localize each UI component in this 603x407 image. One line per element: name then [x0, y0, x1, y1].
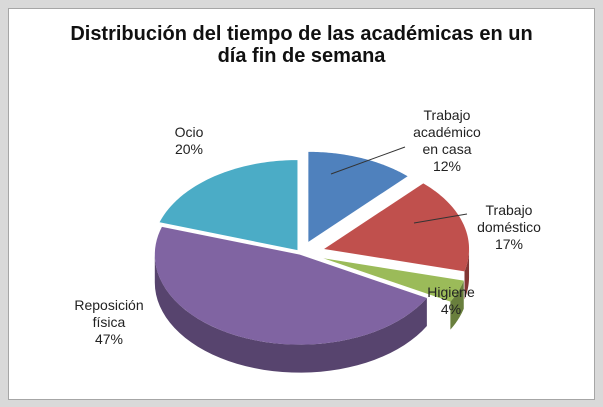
chart-panel: Distribución del tiempo de las académica…: [8, 8, 595, 400]
slice-label: Higiene 4%: [391, 284, 511, 318]
label-value: 20%: [174, 141, 204, 157]
label-value: 4%: [440, 301, 462, 317]
slice-side: [450, 280, 464, 330]
pie-area: [154, 146, 470, 373]
leader-line: [413, 213, 468, 224]
label-name: Reposición física: [74, 297, 144, 330]
label-value: 47%: [94, 331, 124, 347]
slice: [154, 226, 427, 345]
label-name: Ocio: [174, 124, 204, 140]
slice-label: Reposición física 47%: [49, 297, 169, 348]
slice-side: [464, 248, 470, 300]
label-value: 12%: [432, 158, 462, 174]
chart-title: Distribución del tiempo de las académica…: [70, 23, 533, 67]
slice: [159, 160, 298, 251]
slice-label: Trabajo académico en casa 12%: [387, 107, 507, 175]
slice-label: Trabajo doméstico 17%: [449, 202, 569, 253]
slice: [323, 258, 464, 302]
label-value: 17%: [494, 236, 524, 252]
label-name: Trabajo académico en casa: [413, 107, 481, 157]
slice-label: Ocio 20%: [129, 124, 249, 158]
leader-line: [330, 146, 406, 175]
label-name: Higiene: [427, 284, 475, 300]
label-name: Trabajo doméstico: [477, 202, 541, 235]
slice: [324, 183, 470, 272]
slice: [308, 151, 408, 242]
slice-side: [154, 254, 427, 373]
